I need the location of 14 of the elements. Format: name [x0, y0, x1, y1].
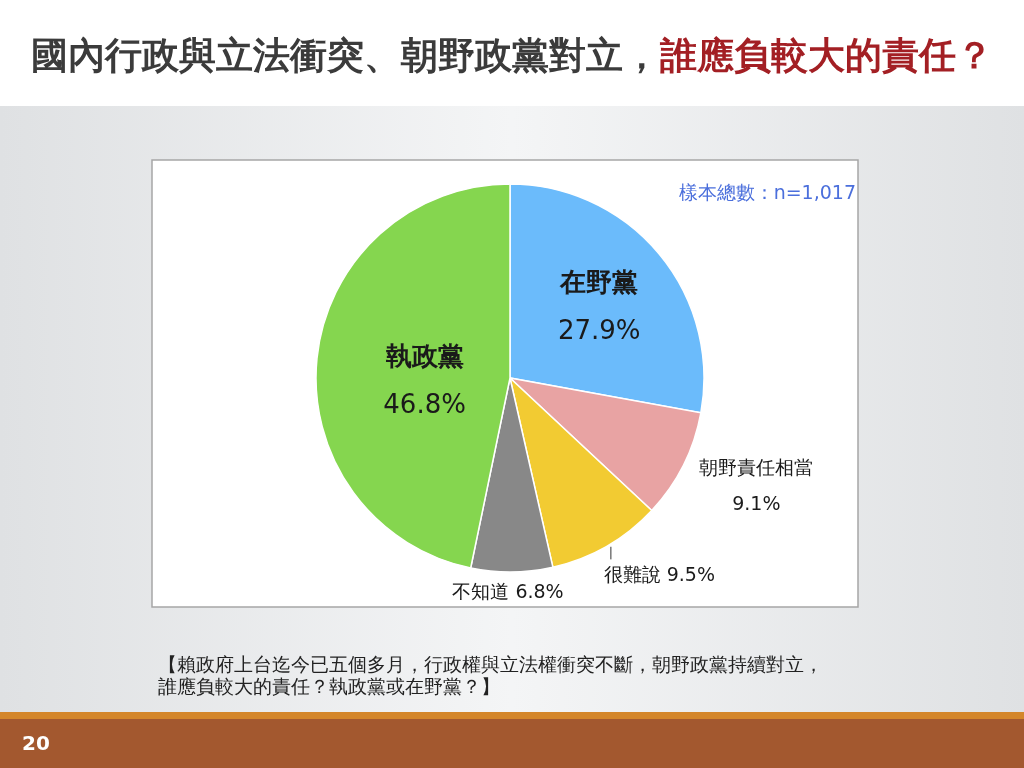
text: 樣本總數：n=1,017	[678, 181, 856, 203]
slice-label: 執政黨	[384, 340, 464, 371]
data-label: 27.9%	[557, 315, 641, 346]
chart-title: 國內行政與立法衝突、朝野政黨對立，誰應負較大的責任？	[31, 33, 993, 77]
slice-label: 不知道	[452, 580, 510, 603]
text: 20	[22, 731, 50, 755]
text: 【賴政府上台迄今已五個多月，行政權與立法權衝突不斷，朝野政黨持續對立，誰應負較大的責任？執政黨或在野黨？】	[158, 653, 824, 697]
data-label: 6.8%	[515, 580, 564, 603]
slice-label: 在野黨	[559, 267, 639, 298]
slice-label: 朝野責任相當	[699, 455, 814, 478]
data-label: 9.5%	[666, 562, 716, 585]
data-label: 9.1%	[732, 491, 781, 514]
data-label: 46.8%	[383, 388, 466, 419]
slice-label: 很難說	[603, 562, 661, 585]
